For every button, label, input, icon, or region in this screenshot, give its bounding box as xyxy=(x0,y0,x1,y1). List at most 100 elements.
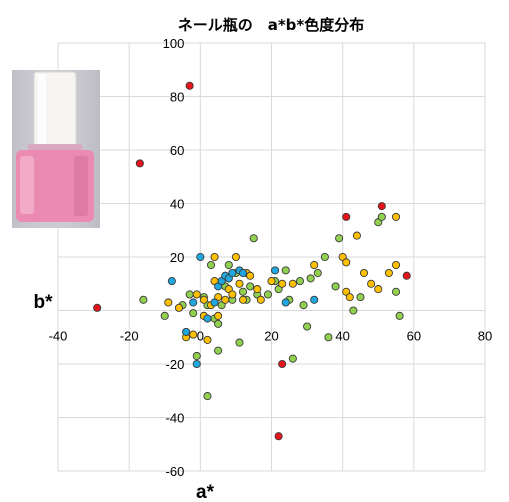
data-point xyxy=(221,295,230,304)
data-point xyxy=(139,295,148,304)
x-tick-label: 0 xyxy=(197,329,204,344)
data-point xyxy=(235,338,244,347)
data-point xyxy=(310,295,319,304)
data-point xyxy=(263,290,272,299)
x-tick-label: 40 xyxy=(335,329,349,344)
data-point xyxy=(185,81,194,90)
data-point xyxy=(228,268,237,278)
data-point xyxy=(238,295,248,304)
data-point xyxy=(249,234,258,243)
data-point xyxy=(271,266,280,275)
y-tick-labels: -60 -40 -20 20 40 60 80 100 xyxy=(163,36,185,479)
x-tick-label: 20 xyxy=(264,329,278,344)
data-point xyxy=(93,303,102,312)
y-tick-label: 80 xyxy=(170,90,184,105)
data-point xyxy=(335,234,344,243)
data-point xyxy=(192,359,201,369)
data-point xyxy=(384,268,393,278)
y-axis-label: b* xyxy=(34,292,54,313)
data-point xyxy=(182,327,191,336)
y-tick-label: 40 xyxy=(170,197,184,212)
data-point xyxy=(189,330,198,339)
data-point xyxy=(391,287,401,296)
data-point xyxy=(192,290,201,299)
data-point xyxy=(160,311,169,320)
data-point xyxy=(253,285,262,294)
data-point xyxy=(391,260,401,270)
data-point xyxy=(356,293,365,302)
data-point xyxy=(352,231,361,240)
data-point xyxy=(377,202,386,211)
x-tick-label: -40 xyxy=(49,329,68,344)
data-point xyxy=(324,333,333,342)
data-point xyxy=(295,277,305,286)
data-point xyxy=(256,295,265,304)
data-point xyxy=(167,277,176,286)
data-point xyxy=(203,392,212,401)
data-point xyxy=(185,290,194,299)
x-axis-label: a* xyxy=(196,482,215,502)
y-tick-label: -40 xyxy=(166,411,185,426)
data-point xyxy=(303,322,312,331)
data-point xyxy=(349,306,358,315)
data-point xyxy=(228,290,237,299)
data-point xyxy=(164,298,173,307)
data-point xyxy=(313,268,322,278)
data-point xyxy=(342,258,351,267)
data-point xyxy=(359,268,369,278)
data-point xyxy=(196,252,205,262)
data-point xyxy=(203,335,212,344)
data-point xyxy=(306,274,315,283)
data-point xyxy=(224,260,233,270)
data-point xyxy=(203,314,212,323)
data-points xyxy=(93,81,411,441)
data-point xyxy=(214,319,223,328)
data-point xyxy=(367,279,376,288)
grid-lines xyxy=(57,42,486,472)
data-point xyxy=(246,271,255,280)
data-point xyxy=(246,282,255,291)
data-point xyxy=(299,301,308,310)
data-point xyxy=(320,252,329,262)
x-tick-label: 60 xyxy=(407,329,421,344)
y-tick-label: 100 xyxy=(163,36,185,51)
data-point xyxy=(288,279,297,288)
data-point xyxy=(402,271,411,280)
data-point xyxy=(281,266,290,275)
y-tick-label: 60 xyxy=(170,143,184,158)
data-point xyxy=(199,295,208,304)
data-point xyxy=(206,260,216,270)
data-point xyxy=(267,277,276,286)
data-point xyxy=(395,311,404,320)
data-point xyxy=(377,212,386,221)
data-point xyxy=(174,303,184,312)
data-point xyxy=(238,287,248,296)
data-point xyxy=(391,212,401,221)
chart-title: ネール瓶の a*b*色度分布 xyxy=(178,16,365,34)
data-point xyxy=(189,309,198,318)
y-tick-label: -60 xyxy=(166,464,185,479)
x-tick-labels: -40 -20 0 20 40 60 80 xyxy=(49,329,493,344)
x-tick-label: 80 xyxy=(478,329,492,344)
data-point xyxy=(274,432,283,441)
data-point xyxy=(238,268,248,278)
data-point xyxy=(331,282,340,291)
data-point xyxy=(310,260,319,270)
data-point xyxy=(235,279,244,288)
y-tick-label: -20 xyxy=(166,357,185,372)
data-point xyxy=(345,293,354,302)
data-point xyxy=(192,351,201,361)
data-point xyxy=(342,212,351,221)
data-point xyxy=(214,311,223,320)
data-point xyxy=(374,285,383,294)
y-tick-label: 20 xyxy=(170,250,184,265)
data-point xyxy=(281,298,290,307)
data-point xyxy=(278,279,287,288)
data-point xyxy=(210,298,219,307)
data-point xyxy=(231,252,240,262)
data-point xyxy=(189,298,198,307)
data-point xyxy=(214,346,223,355)
x-tick-label: -20 xyxy=(120,329,139,344)
data-point xyxy=(288,354,297,363)
